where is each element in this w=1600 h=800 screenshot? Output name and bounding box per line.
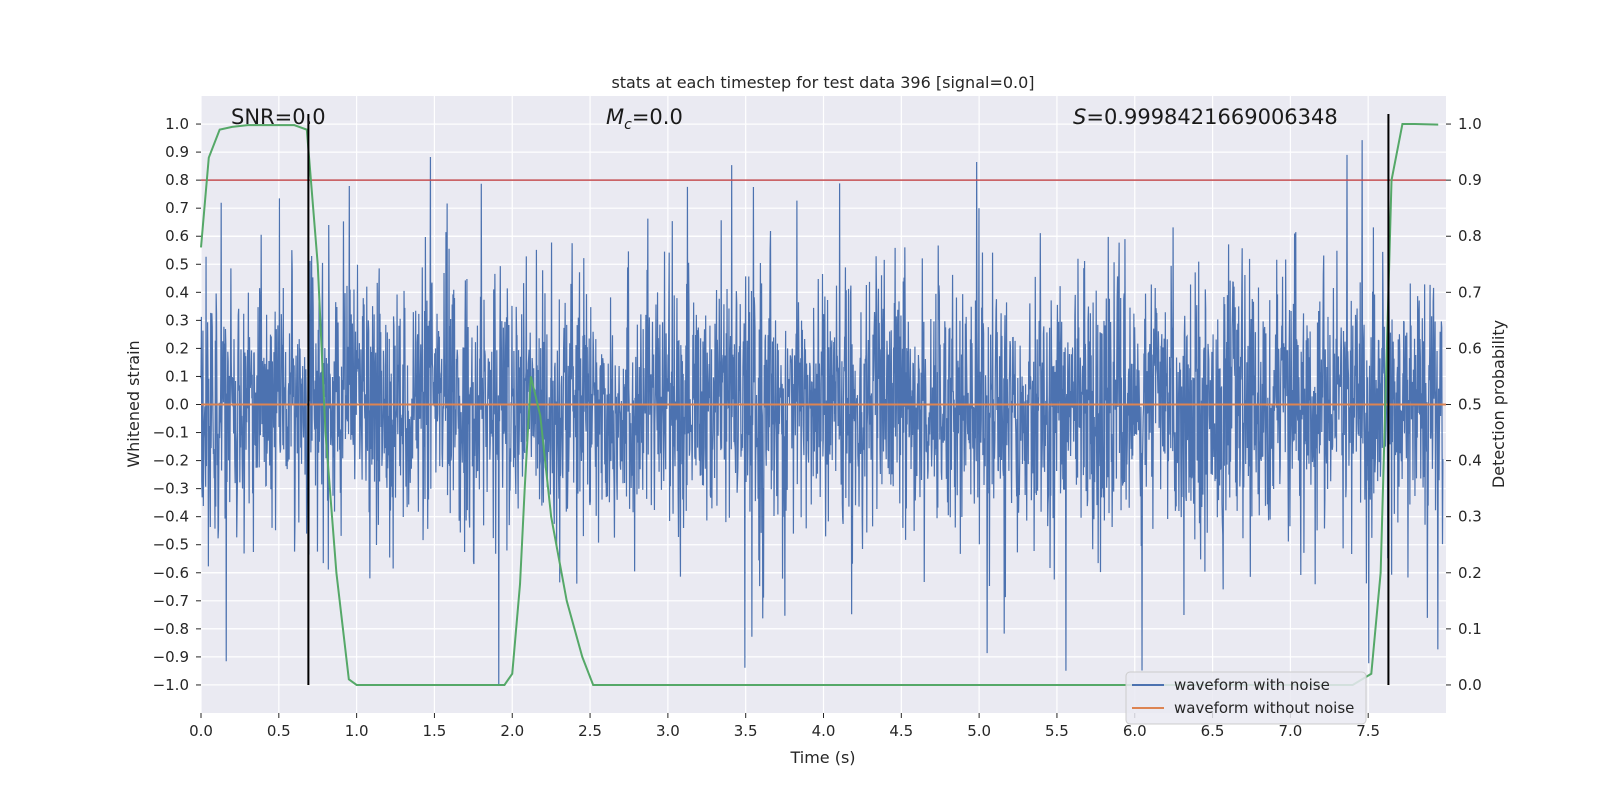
y-right-tick-label: 0.4	[1458, 452, 1482, 470]
y-left-tick-label: −0.2	[153, 452, 189, 470]
chirp-mass-value: =0.0	[632, 105, 683, 129]
y-left-tick-label: 0.4	[165, 283, 189, 301]
y-right-tick-label: 0.1	[1458, 620, 1482, 638]
chirp-mass-symbol: M	[606, 105, 624, 129]
y-right-tick-label: 1.0	[1458, 115, 1482, 133]
x-tick-label: 3.5	[734, 722, 758, 740]
y-left-tick-label: 1.0	[165, 115, 189, 133]
y-left-tick-label: 0.9	[165, 143, 189, 161]
y-left-tick-label: −0.4	[153, 508, 189, 526]
x-tick-label: 5.5	[1045, 722, 1069, 740]
y-left-tick-label: −0.3	[153, 480, 189, 498]
waveform-with-noise-series	[200, 140, 1444, 685]
score-value: =0.9998421669006348	[1086, 105, 1337, 129]
y-left-tick-label: 0.5	[165, 255, 189, 273]
y-left-tick-label: −0.5	[153, 536, 189, 554]
y-right-axis-label: Detection probability	[1489, 320, 1508, 488]
score-annotation: S=0.9998421669006348	[1073, 105, 1338, 129]
y-right-tick-label: 0.7	[1458, 283, 1482, 301]
y-left-tick-label: −0.6	[153, 564, 189, 582]
y-right-tick-label: 0.2	[1458, 564, 1482, 582]
y-left-tick-label: −1.0	[153, 676, 189, 694]
score-symbol: S	[1073, 105, 1086, 129]
y-right-tick-label: 0.9	[1458, 171, 1482, 189]
y-left-tick-label: 0.6	[165, 227, 189, 245]
x-tick-label: 2.5	[578, 722, 602, 740]
snr-annotation: SNR=0.0	[231, 105, 326, 129]
x-tick-label: 7.5	[1356, 722, 1380, 740]
y-right-tick-label: 0.3	[1458, 508, 1482, 526]
chirp-mass-annotation: Mc=0.0	[606, 105, 683, 133]
y-right-axis-ticks: 1.0 0.9 0.8 0.7 0.6 0.5 0.4 0.3 0.2 0.1 0.0	[1446, 115, 1482, 694]
y-right-tick-label: 0.8	[1458, 227, 1482, 245]
y-left-tick-label: 0.7	[165, 199, 189, 217]
x-tick-label: 6.0	[1123, 722, 1147, 740]
chart-title: stats at each timestep for test data 396…	[611, 73, 1034, 92]
legend: waveform with noise waveform without noi…	[1125, 671, 1367, 725]
waveform-with-noise-line	[200, 140, 1444, 685]
x-tick-label: 5.0	[967, 722, 991, 740]
y-left-tick-label: −0.9	[153, 648, 189, 666]
chirp-mass-subscript: c	[624, 117, 632, 133]
y-left-tick-label: 0.1	[165, 367, 189, 385]
y-right-tick-label: 0.0	[1458, 676, 1482, 694]
y-left-axis-label: Whitened strain	[124, 340, 143, 467]
x-tick-label: 1.5	[423, 722, 447, 740]
x-tick-label: 1.0	[345, 722, 369, 740]
x-tick-label: 0.0	[189, 722, 213, 740]
x-tick-label: 4.5	[889, 722, 913, 740]
x-tick-label: 6.5	[1201, 722, 1225, 740]
y-left-tick-label: 0.2	[165, 339, 189, 357]
x-tick-label: 2.0	[500, 722, 524, 740]
y-left-axis-ticks: 1.0 0.9 0.8 0.7 0.6 0.5 0.4 0.3 0.2 0.1 0.0 −0.1 −0.…	[153, 115, 201, 694]
y-left-tick-label: −0.8	[153, 620, 189, 638]
x-tick-label: 4.0	[812, 722, 836, 740]
x-axis-ticks: 0.0 0.5 1.0 1.5 2.0 2.5 3.0 3.5 4.0 4.5 5.0 5.5 6.0 6…	[189, 713, 1380, 740]
y-right-tick-label: 0.6	[1458, 339, 1482, 357]
y-left-tick-label: 0.0	[165, 396, 189, 414]
y-left-tick-label: 0.8	[165, 171, 189, 189]
legend-label-without-noise: waveform without noise	[1174, 699, 1354, 717]
y-left-tick-label: 0.3	[165, 311, 189, 329]
x-tick-label: 3.0	[656, 722, 680, 740]
y-right-tick-label: 0.5	[1458, 396, 1482, 414]
legend-label-with-noise: waveform with noise	[1174, 676, 1330, 694]
detection-markers	[307, 114, 1390, 685]
legend-box	[1125, 671, 1367, 725]
x-axis-label: Time (s)	[789, 748, 855, 767]
y-left-tick-label: −0.7	[153, 592, 189, 610]
x-tick-label: 0.5	[267, 722, 291, 740]
y-left-tick-label: −0.1	[153, 424, 189, 442]
x-tick-label: 7.0	[1278, 722, 1302, 740]
